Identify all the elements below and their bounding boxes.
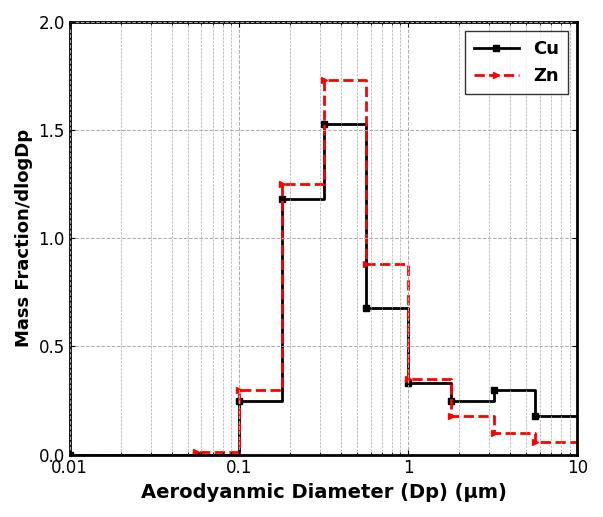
Cu (321, 196, 328, 203)
Zn (321, 78, 328, 84)
Cu (321, 120, 328, 127)
Cu (531, 413, 538, 419)
Zn (362, 261, 369, 267)
Cu (448, 380, 455, 386)
Zn (448, 376, 455, 382)
Cu (279, 398, 286, 404)
Cu (193, 451, 200, 458)
Zn (193, 451, 200, 458)
Line: Zn: Zn (67, 78, 580, 458)
Zn (405, 376, 412, 382)
Cu (531, 387, 538, 393)
Zn (321, 181, 328, 187)
Cu (448, 398, 455, 404)
Zn (362, 78, 369, 84)
Line: Cu: Cu (67, 121, 580, 458)
Zn (66, 451, 74, 458)
X-axis label: Aerodyanmic Diameter (Dp) (μm): Aerodyanmic Diameter (Dp) (μm) (140, 483, 507, 502)
Zn (448, 413, 455, 419)
Cu (405, 305, 412, 311)
Y-axis label: Mass Fraction/dlogDp: Mass Fraction/dlogDp (15, 129, 33, 347)
Cu (490, 387, 497, 393)
Zn (574, 438, 581, 445)
Zn (279, 181, 286, 187)
Zn (193, 449, 200, 455)
Zn (405, 261, 412, 267)
Cu (574, 413, 581, 419)
Zn (279, 387, 286, 393)
Zn (490, 413, 497, 419)
Zn (490, 430, 497, 436)
Zn (235, 387, 242, 393)
Cu (362, 120, 369, 127)
Cu (235, 398, 242, 404)
Zn (531, 438, 538, 445)
Cu (490, 398, 497, 404)
Zn (235, 449, 242, 455)
Cu (235, 451, 242, 458)
Cu (405, 380, 412, 386)
Cu (66, 451, 74, 458)
Cu (193, 451, 200, 458)
Legend: Cu, Zn: Cu, Zn (465, 31, 569, 94)
Zn (531, 430, 538, 436)
Cu (279, 196, 286, 203)
Cu (362, 305, 369, 311)
